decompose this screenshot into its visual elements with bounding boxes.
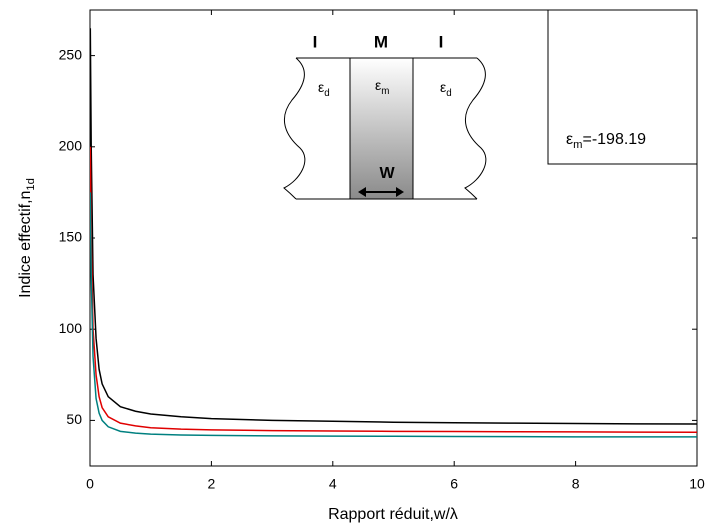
inset-label: I [313,32,318,51]
y-tick-label: 150 [59,229,83,245]
x-tick-label: 0 [86,476,94,492]
wavy-edge [283,57,306,200]
x-tick-label: 4 [329,476,337,492]
y-tick-label: 50 [66,411,82,427]
y-tick-label: 250 [59,46,83,62]
annotation: εm=-198.19 [566,131,646,151]
y-tick-label: 100 [59,320,83,336]
series-line [90,28,697,425]
y-tick-label: 200 [59,138,83,154]
metal-layer [350,58,413,199]
x-tick-label: 10 [689,476,705,492]
series-group [90,28,697,438]
series-line [90,192,697,438]
x-tick-label: 2 [208,476,216,492]
inset-label: M [374,32,388,51]
x-axis-label: Rapport réduit,w/λ [328,506,458,523]
wavy-edge [464,57,487,200]
x-tick-label: 6 [450,476,458,492]
inset-label: εd [440,79,452,99]
y-axis-label: Indice effectif,n1d [17,178,37,298]
inset-label: W [379,165,395,182]
series-line [90,146,697,434]
inset-diagram: I M I εd εm εd W [283,32,487,200]
inset-label: εm [375,77,389,97]
inset-label: εd [318,79,330,99]
inset-label: I [439,32,444,51]
x-tick-label: 8 [572,476,580,492]
legend-box [547,9,698,165]
